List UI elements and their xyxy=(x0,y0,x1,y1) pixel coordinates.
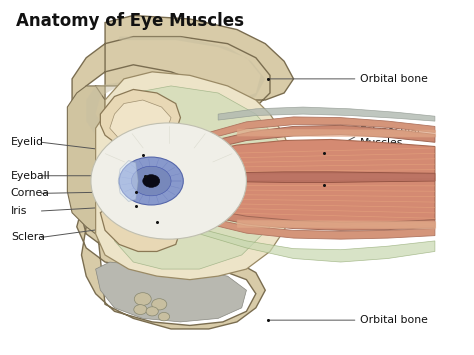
Polygon shape xyxy=(67,86,105,234)
Circle shape xyxy=(152,299,167,310)
Polygon shape xyxy=(209,218,435,239)
Polygon shape xyxy=(100,89,181,149)
Circle shape xyxy=(131,166,171,196)
Polygon shape xyxy=(110,100,171,142)
Circle shape xyxy=(143,175,160,187)
Polygon shape xyxy=(218,107,435,121)
Text: Anatomy of Eye Muscles: Anatomy of Eye Muscles xyxy=(16,12,244,30)
Circle shape xyxy=(146,307,158,316)
Circle shape xyxy=(91,123,246,239)
Polygon shape xyxy=(199,140,435,226)
Polygon shape xyxy=(86,37,265,142)
Text: Eyeball: Eyeball xyxy=(11,171,50,181)
Polygon shape xyxy=(199,172,435,182)
Text: Orbital bone: Orbital bone xyxy=(359,74,428,84)
Circle shape xyxy=(134,305,147,315)
Polygon shape xyxy=(209,117,435,139)
Polygon shape xyxy=(115,86,289,269)
Text: Orbital bone: Orbital bone xyxy=(359,315,428,325)
Text: Iris: Iris xyxy=(11,206,27,216)
Circle shape xyxy=(134,293,151,305)
Text: Optic nerve: Optic nerve xyxy=(359,180,423,190)
Polygon shape xyxy=(171,188,209,213)
Circle shape xyxy=(158,312,170,321)
Text: Cornea: Cornea xyxy=(11,189,50,198)
Polygon shape xyxy=(190,200,435,230)
Polygon shape xyxy=(77,195,265,329)
Polygon shape xyxy=(190,125,435,158)
Polygon shape xyxy=(100,199,181,251)
Text: Sclera: Sclera xyxy=(11,233,45,242)
Polygon shape xyxy=(96,262,246,322)
Polygon shape xyxy=(96,72,298,280)
Circle shape xyxy=(119,157,183,205)
Polygon shape xyxy=(118,160,138,201)
Text: Extraocular
Muscles: Extraocular Muscles xyxy=(359,126,422,148)
Text: Eyelid: Eyelid xyxy=(11,137,44,147)
Polygon shape xyxy=(171,142,195,155)
Polygon shape xyxy=(171,218,435,262)
Polygon shape xyxy=(72,16,293,153)
